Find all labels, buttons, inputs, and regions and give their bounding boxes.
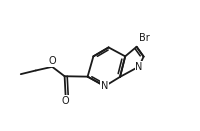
Text: O: O xyxy=(48,56,56,66)
Text: N: N xyxy=(135,62,143,72)
Text: Br: Br xyxy=(139,33,150,43)
Text: O: O xyxy=(62,96,69,106)
Text: N: N xyxy=(101,81,108,91)
